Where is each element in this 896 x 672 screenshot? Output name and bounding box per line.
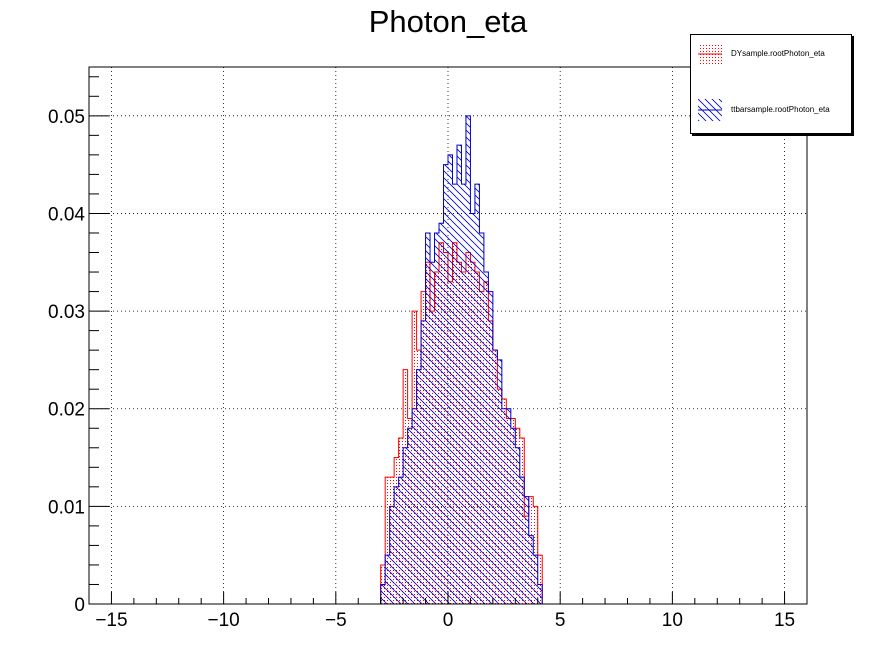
- x-tick-label: −15: [95, 610, 127, 631]
- histogram-bin: [510, 428, 516, 604]
- histogram-bin: [537, 584, 543, 604]
- x-tick-label: 10: [662, 610, 683, 631]
- legend-label-dy: DYsample.rootPhoton_eta: [731, 49, 825, 58]
- legend-entry-ttbar: ttbarsample.rootPhoton_eta: [691, 95, 851, 125]
- histogram-bin: [385, 477, 390, 604]
- axes: −15 −10 −5 0 5 10 15 0 0.01 0.02 0.03 0.04 0.05: [48, 66, 808, 631]
- x-tick-label: 5: [555, 610, 566, 631]
- histogram-bin: [443, 164, 448, 605]
- y-tick-label: 0.03: [48, 302, 85, 323]
- chart-title: Photon_eta: [368, 4, 528, 39]
- legend-entry-dy: DYsample.rootPhoton_eta: [691, 39, 851, 69]
- histogram-bin: [483, 272, 489, 604]
- histogram-bin: [434, 232, 440, 604]
- histogram-bin: [425, 232, 431, 604]
- legend: DYsample.rootPhoton_eta ttbarsample.root…: [690, 34, 852, 134]
- histogram-bin: [528, 535, 534, 604]
- histogram-series: [89, 115, 807, 605]
- legend-label-ttbar: ttbarsample.rootPhoton_eta: [731, 105, 830, 114]
- histogram-bin: [524, 496, 529, 604]
- histogram-bin: [470, 213, 475, 605]
- x-tick-label: 0: [443, 610, 454, 631]
- histogram-bin: [398, 477, 404, 604]
- y-tick-label: 0: [74, 595, 85, 616]
- histogram-bin: [421, 320, 426, 604]
- histogram-bin: [537, 555, 543, 604]
- histogram-bin: [380, 584, 386, 604]
- histogram-bin: [407, 428, 413, 604]
- histogram-bin: [412, 408, 417, 604]
- histogram-bin: [452, 184, 457, 604]
- histogram-bin: [474, 184, 480, 604]
- histogram-bin: [394, 486, 399, 604]
- histogram-outline: [380, 115, 543, 604]
- histogram-bin: [385, 555, 390, 604]
- x-tick-label: −10: [208, 610, 240, 631]
- histogram-bin: [506, 408, 511, 604]
- histogram-bin: [501, 408, 507, 604]
- histogram-bin: [497, 359, 502, 604]
- histogram-bin: [456, 145, 462, 605]
- histogram-bin: [492, 350, 498, 604]
- histogram-bin: [403, 447, 408, 604]
- y-tick-label: 0.05: [48, 107, 85, 128]
- y-tick-label: 0.02: [48, 400, 85, 421]
- histogram-bin: [465, 115, 471, 605]
- histogram-bin: [448, 154, 453, 604]
- histogram-bin: [389, 506, 395, 604]
- histogram-bin: [515, 447, 520, 604]
- histogram-bin: [519, 477, 525, 604]
- histogram-bin: [430, 262, 435, 604]
- series-ttbar: [89, 115, 807, 605]
- legend-swatch-dy: [698, 43, 722, 65]
- histogram-bin: [533, 555, 538, 604]
- histogram-bin: [439, 223, 444, 604]
- histogram-bin: [461, 184, 466, 604]
- legend-swatch-ttbar: [698, 99, 722, 121]
- histogram-bin: [488, 291, 493, 604]
- histogram-bin: [416, 369, 422, 604]
- y-tick-label: 0.04: [48, 204, 85, 225]
- y-tick-label: 0.01: [48, 497, 85, 518]
- x-tick-label: −5: [325, 610, 347, 631]
- x-tick-label: 15: [774, 610, 795, 631]
- histogram-bin: [479, 232, 484, 604]
